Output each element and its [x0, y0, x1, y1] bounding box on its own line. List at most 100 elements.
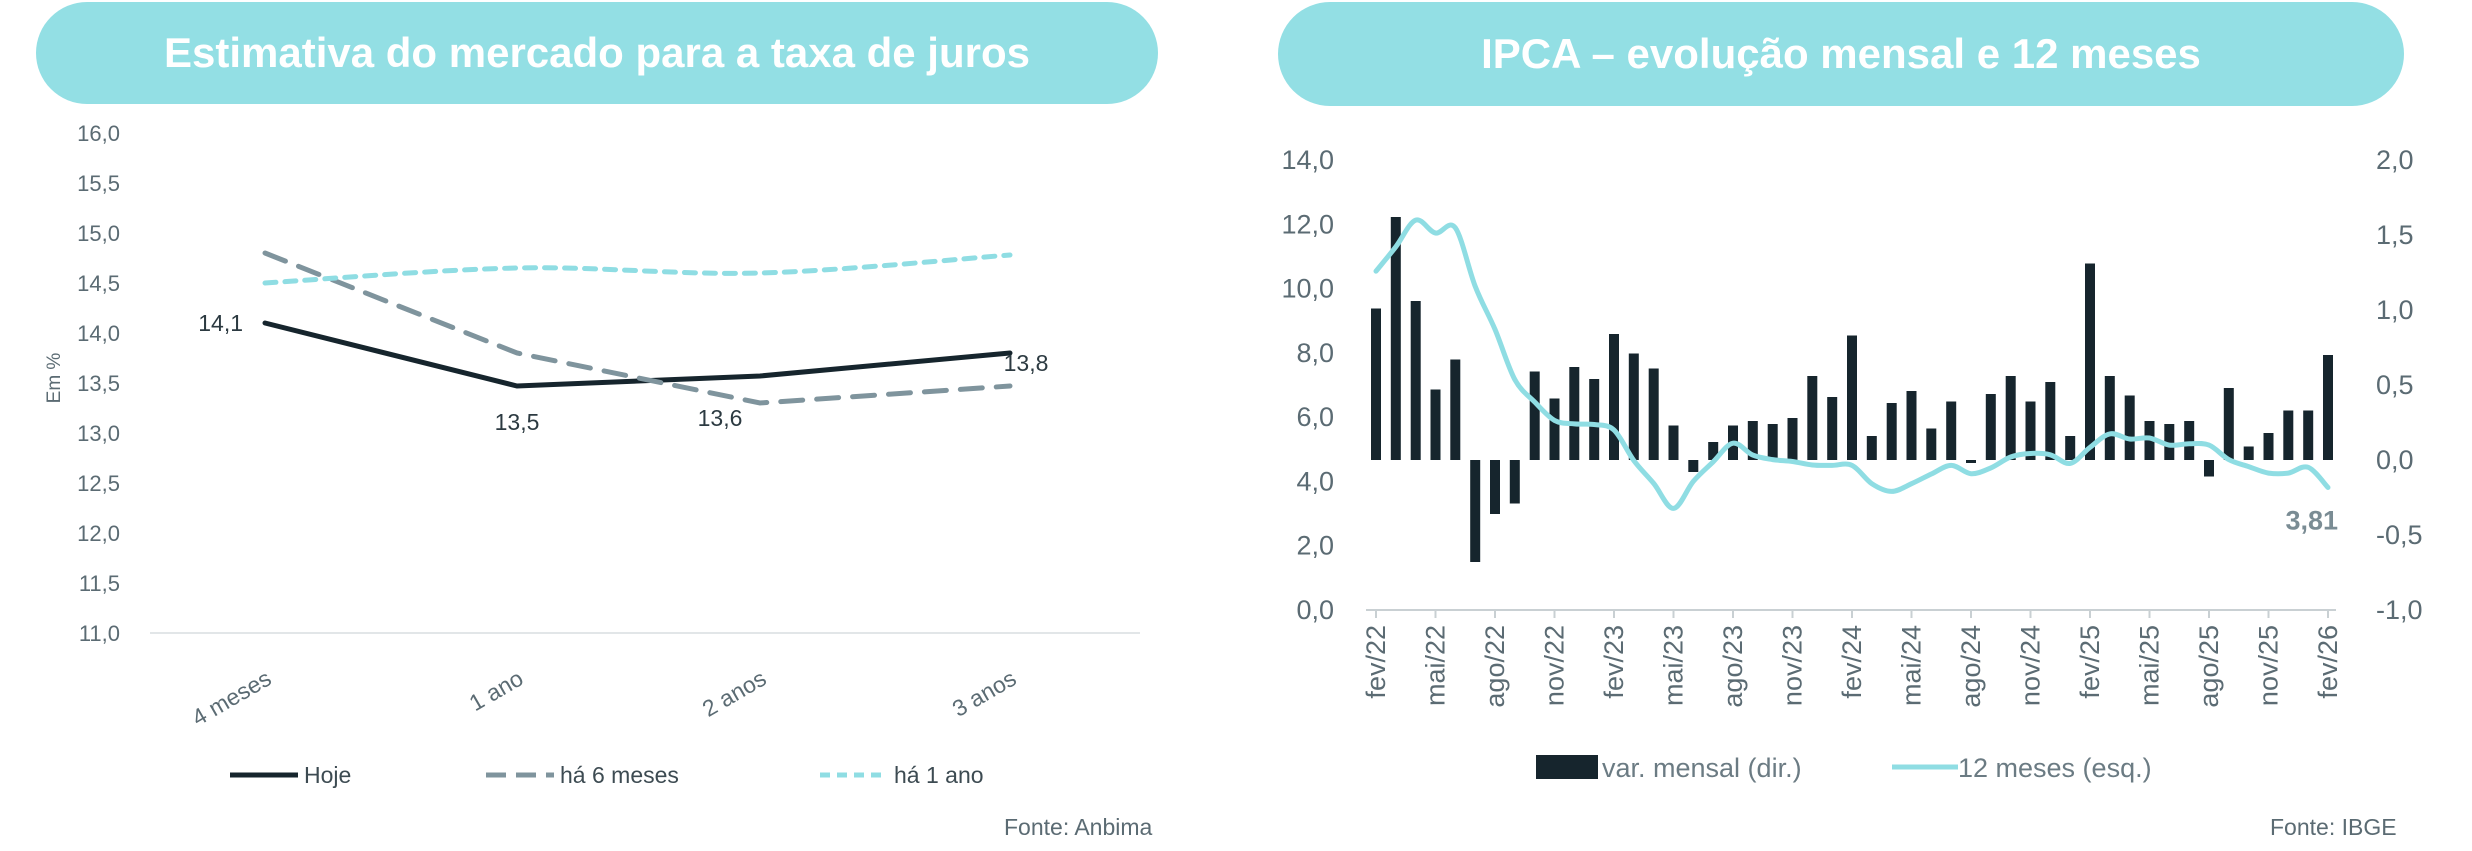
monthly-bar	[2184, 421, 2195, 460]
data-label: 14,1	[198, 310, 243, 336]
x-category-label: 4 meses	[187, 665, 275, 731]
x-tick-label: nov/25	[2254, 625, 2284, 706]
legend-label: Hoje	[304, 762, 351, 788]
monthly-bar	[2164, 424, 2175, 460]
x-tick-label: mai/23	[1659, 625, 1689, 706]
monthly-bar	[1410, 301, 1421, 460]
monthly-bar	[1767, 424, 1778, 460]
monthly-bar	[1787, 418, 1798, 460]
monthly-bar	[1807, 376, 1818, 460]
series-line-2	[262, 250, 1013, 406]
monthly-bar	[2223, 388, 2234, 460]
monthly-bar	[1747, 421, 1758, 460]
x-tick-label: nov/23	[1778, 625, 1808, 706]
right-y-tick-label: 1,5	[2376, 220, 2414, 250]
y-tick-label: 11,0	[79, 621, 120, 646]
left-y-tick-label: 0,0	[1296, 595, 1334, 625]
monthly-bar	[2303, 410, 2314, 460]
y-tick-label: 15,0	[77, 221, 120, 246]
y-tick-label: 14,5	[77, 271, 120, 296]
x-category-label: 2 anos	[698, 665, 771, 722]
y-tick-label: 11,5	[79, 571, 120, 596]
monthly-bar	[1628, 353, 1639, 460]
monthly-bar	[1668, 425, 1679, 460]
monthly-bar	[2085, 263, 2095, 460]
interest-rate-line-chart: 16,0 15,5 15,0 14,5 14,0 13,5 13,0 12,5 12,0 11,5…	[44, 121, 1140, 788]
x-tick-label: ago/22	[1480, 625, 1510, 708]
monthly-bar	[1371, 308, 1381, 460]
monthly-bar	[2065, 436, 2076, 460]
ipca-bar-line-chart: 14,0 12,0 10,0 8,0 6,0 4,0 2,0 0,0 2,0 1,5 1,0 0,5 0…	[1281, 145, 2423, 783]
left-y-tick-label: 8,0	[1296, 338, 1334, 368]
legend-swatch-bar	[1536, 755, 1598, 779]
monthly-bar	[1430, 389, 1441, 460]
y-tick-label: 14,0	[77, 321, 120, 346]
monthly-bar	[2025, 401, 2036, 460]
y-axis-label: Em %	[44, 353, 65, 404]
ipca-chart-title: IPCA – evolução mensal e 12 meses	[1278, 2, 2404, 106]
monthly-bar	[1886, 403, 1897, 460]
x-tick-label: fev/26	[2313, 625, 2343, 699]
x-category-label: 1 ano	[465, 665, 528, 716]
x-category-label: 3 anos	[948, 665, 1021, 722]
monthly-bar	[1529, 371, 1540, 460]
y-tick-label: 15,5	[77, 171, 120, 196]
monthly-bar	[1390, 217, 1401, 460]
monthly-bar	[1688, 460, 1699, 472]
x-tick-label: fev/25	[2075, 625, 2105, 699]
data-label: 13,5	[495, 409, 540, 435]
monthly-bar	[1648, 368, 1659, 460]
monthly-bar	[1866, 436, 1877, 460]
monthly-bar	[1549, 398, 1560, 460]
monthly-bar	[2283, 410, 2294, 460]
monthly-bar	[1985, 394, 1996, 460]
monthly-bar	[1827, 397, 1838, 460]
monthly-bar	[1946, 401, 1957, 460]
monthly-bar	[2263, 433, 2274, 460]
x-tick-label: ago/23	[1718, 625, 1748, 708]
legend-label: há 1 ano	[894, 762, 984, 788]
ipca-panel: IPCA – evolução mensal e 12 meses 14,0 12…	[1236, 0, 2472, 851]
x-tick-label: fev/22	[1361, 625, 1391, 699]
right-y-tick-label: 2,0	[2376, 145, 2414, 175]
series-line-3	[262, 252, 1013, 286]
right-y-tick-label: -0,5	[2376, 520, 2423, 550]
x-tick-label: fev/23	[1599, 625, 1629, 699]
y-tick-label: 12,5	[77, 471, 120, 496]
x-tick-label: mai/22	[1421, 625, 1451, 706]
right-y-tick-label: 1,0	[2376, 295, 2414, 325]
x-tick-label: nov/24	[2016, 625, 2046, 706]
monthly-bar	[2323, 355, 2333, 460]
left-y-tick-label: 10,0	[1281, 274, 1334, 304]
interest-rate-panel: Estimativa do mercado para a taxa de jur…	[36, 2, 1158, 840]
legend-label: 12 meses (esq.)	[1958, 753, 2152, 783]
monthly-bar	[1906, 391, 1917, 460]
monthly-bar	[2005, 376, 2016, 460]
y-tick-label: 12,0	[77, 521, 120, 546]
x-tick-label: fev/24	[1837, 625, 1867, 699]
monthly-bar	[1450, 359, 1461, 460]
x-tick-label: ago/24	[1956, 625, 1986, 708]
x-tick-label: ago/25	[2194, 625, 2224, 708]
x-tick-label: nov/22	[1540, 625, 1570, 706]
y-tick-label: 13,0	[77, 421, 120, 446]
monthly-bar	[2104, 376, 2115, 460]
x-tick-label: mai/24	[1897, 625, 1927, 706]
data-label: 13,6	[698, 405, 743, 431]
monthly-bar	[2045, 382, 2056, 460]
right-y-tick-label: 0,5	[2376, 370, 2414, 400]
right-y-tick-label: 0,0	[2376, 445, 2414, 475]
y-tick-label: 16,0	[77, 121, 120, 146]
right-y-tick-label: -1,0	[2376, 595, 2423, 625]
ipca-source: Fonte: IBGE	[2270, 814, 2397, 840]
monthly-bar	[1509, 460, 1520, 504]
monthly-bar	[1609, 334, 1619, 460]
twelve-month-line	[1373, 217, 2331, 511]
monthly-bar	[1569, 367, 1580, 460]
left-y-tick-label: 14,0	[1281, 145, 1334, 175]
data-label: 13,8	[1004, 350, 1049, 376]
left-y-tick-label: 4,0	[1296, 466, 1334, 496]
monthly-bar	[1847, 335, 1857, 460]
y-tick-label: 13,5	[77, 371, 120, 396]
monthly-bar	[1490, 460, 1500, 514]
